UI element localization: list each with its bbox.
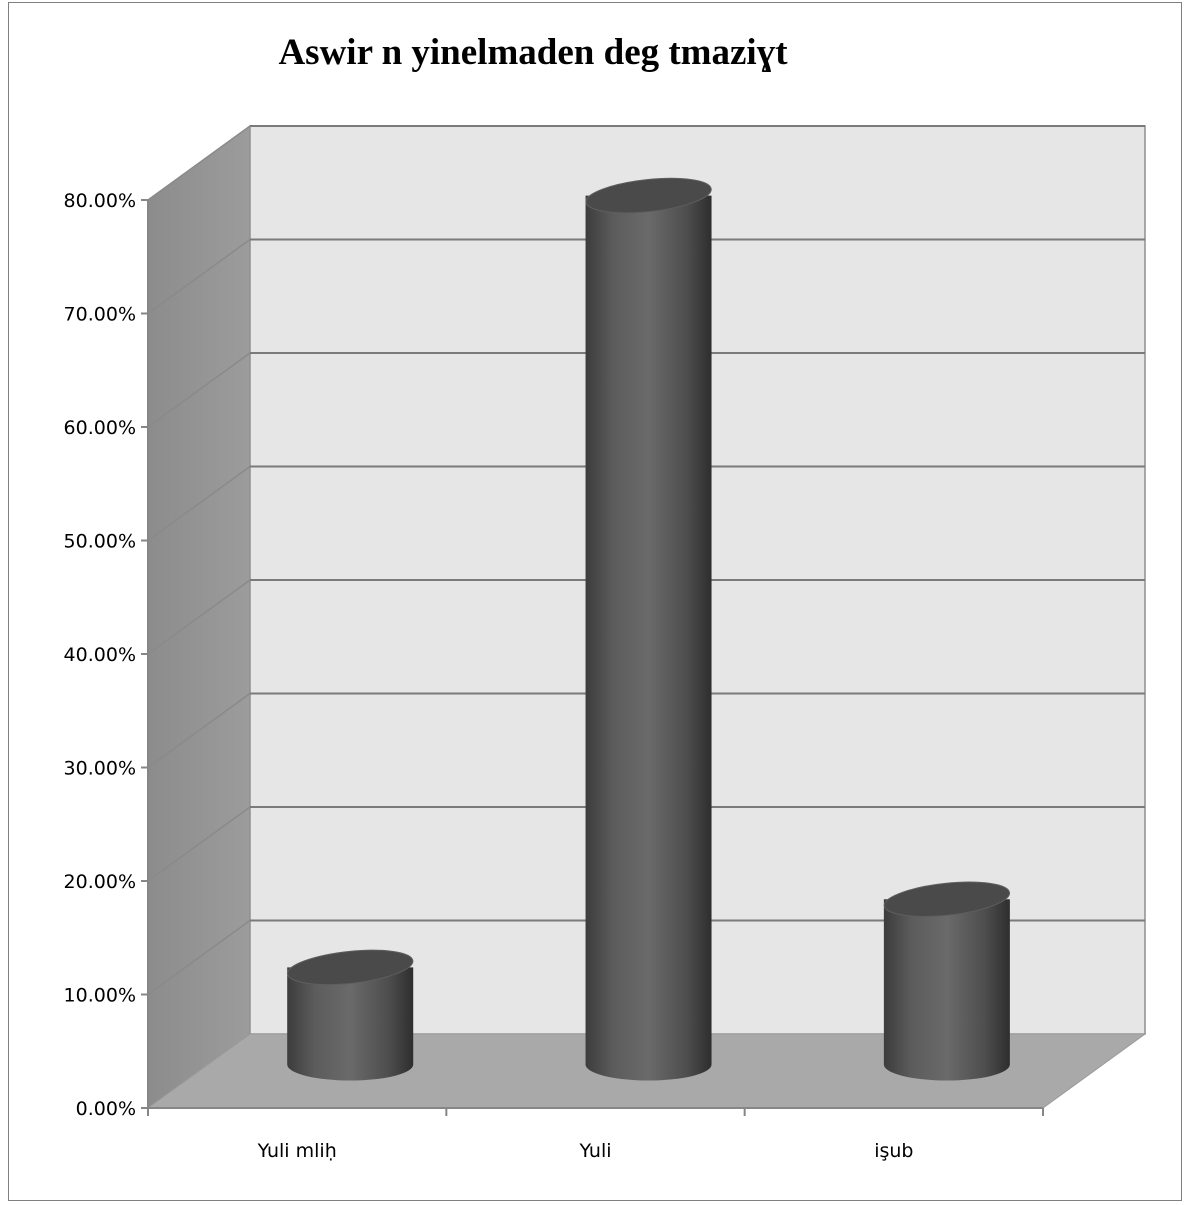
- y-tick-label: 70.00%: [64, 304, 136, 326]
- y-tick-label: 80.00%: [64, 190, 136, 212]
- y-tick-label: 50.00%: [64, 531, 136, 553]
- y-tick-label: 20.00%: [64, 871, 136, 893]
- bar: [883, 881, 1011, 1081]
- y-tick-label: 10.00%: [64, 985, 136, 1007]
- chart-title: Aswir n yinelmaden deg tmaziɣt: [278, 32, 788, 73]
- bar-body: [883, 899, 1010, 1081]
- x-tick-label: Yuli mliḥ: [257, 1140, 337, 1162]
- gridline-diagonal: [147, 125, 251, 201]
- bar: [287, 949, 414, 1081]
- x-tick-label: Yuli: [578, 1140, 611, 1162]
- bar-top: [883, 881, 1011, 917]
- bar-body: [287, 967, 414, 1081]
- gridline-diagonal: [147, 465, 251, 542]
- gridline-diagonal: [147, 692, 251, 769]
- x-tick-label: işub: [874, 1140, 913, 1162]
- gridline-diagonal: [147, 238, 251, 315]
- y-tick-label: 40.00%: [64, 644, 136, 666]
- bar: [585, 177, 712, 1081]
- bar-top: [585, 177, 712, 214]
- y-tick-label: 60.00%: [64, 417, 136, 439]
- gridline-diagonal: [147, 919, 251, 996]
- y-axis-ticks: 0.00% 10.00% 20.00% 30.00% 40.00% 50.00% 60.00…: [64, 190, 148, 1120]
- bar-top: [287, 949, 414, 986]
- y-tick-label: 30.00%: [64, 758, 136, 780]
- bars: [287, 177, 1011, 1081]
- y-tick-label: 0.00%: [76, 1098, 136, 1120]
- gridline-diagonal: [147, 579, 251, 655]
- bar-body: [585, 195, 712, 1081]
- gridline-diagonal: [147, 352, 251, 428]
- x-axis-ticks: Yuli mliḥ Yuli işub: [147, 1108, 1044, 1162]
- gridline-diagonal: [147, 806, 251, 882]
